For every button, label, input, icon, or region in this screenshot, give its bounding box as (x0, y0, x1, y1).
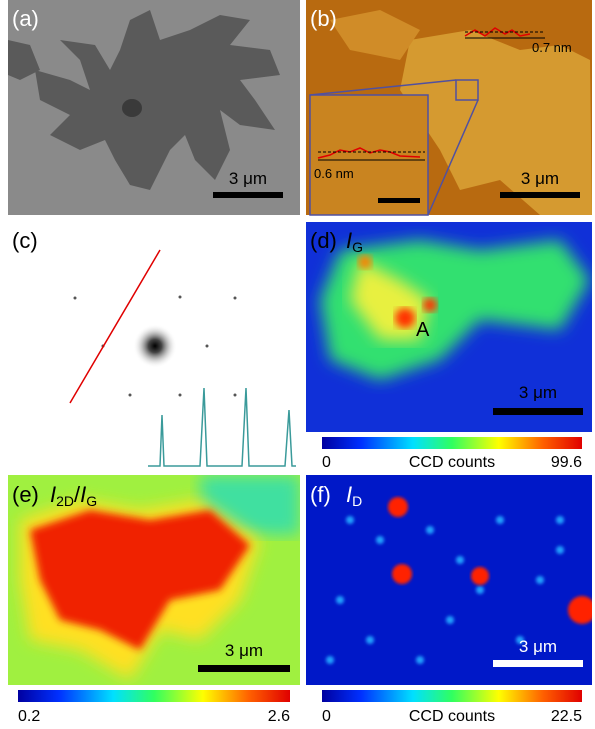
nucleation-center (122, 99, 142, 117)
colorbar-label: CCD counts (409, 708, 495, 725)
shape (426, 526, 434, 534)
panel-c: (c) (8, 222, 300, 470)
figure: (a) 3 μm 0.7 nm 0.6 nm (b) 3 μm (c) (d) … (0, 0, 595, 729)
colorbar (322, 437, 582, 449)
colorbar-max: 22.5 (551, 708, 582, 725)
shape (206, 345, 209, 348)
shape (556, 516, 564, 524)
profile-height: 0.7 nm (532, 40, 572, 55)
panel-b: 0.7 nm 0.6 nm (b) 3 μm (306, 0, 592, 215)
shape (376, 536, 384, 544)
map-hotspot (358, 255, 372, 269)
map-hotspot (395, 308, 415, 328)
panel-label: (f) (310, 482, 331, 507)
annotation: A (416, 319, 430, 341)
inset-scale-bar (378, 198, 420, 203)
shape (234, 297, 237, 300)
shape (129, 394, 132, 397)
subscript: G (86, 493, 97, 509)
subscript: D (352, 493, 362, 509)
map-hotspot (471, 567, 489, 585)
panel-e: (e) I2D/IG 3 μm 0.2 2.6 (8, 475, 300, 725)
panel-label: (c) (12, 228, 38, 253)
colorbar-max: 2.6 (268, 708, 290, 725)
shape (536, 576, 544, 584)
scale-bar-label: 3 μm (229, 169, 267, 188)
shape (179, 394, 182, 397)
panel-label: (a) (12, 6, 39, 31)
shape (366, 636, 374, 644)
shape (74, 297, 77, 300)
map-hotspot (568, 596, 595, 624)
colorbar-max: 99.6 (551, 454, 582, 471)
map-hotspot (388, 497, 408, 517)
panel-a: (a) 3 μm (8, 0, 300, 215)
shape (346, 516, 354, 524)
scale-bar (198, 665, 290, 672)
panel-label: (d) (310, 228, 337, 253)
colorbar-min: 0 (322, 454, 331, 471)
colorbar-label: CCD counts (409, 454, 495, 471)
colorbar (322, 690, 582, 702)
panel-label: (b) (310, 6, 337, 31)
scale-bar-label: 3 μm (225, 641, 263, 660)
profile-height: 0.6 nm (314, 166, 354, 181)
shape (446, 616, 454, 624)
shape (179, 296, 182, 299)
colorbar (18, 690, 290, 702)
scale-bar-label: 3 μm (521, 169, 559, 188)
colorbar-min: 0.2 (18, 708, 40, 725)
subscript: G (352, 239, 363, 255)
scale-bar (493, 408, 583, 415)
map-hotspot (392, 564, 412, 584)
map-hotspot (423, 298, 437, 312)
shape (416, 656, 424, 664)
shape (476, 586, 484, 594)
panel-label: (e) (12, 482, 39, 507)
scale-bar (500, 192, 580, 198)
scale-bar-label: 3 μm (519, 383, 557, 402)
shape (336, 596, 344, 604)
scale-bar (493, 660, 583, 667)
shape (456, 556, 464, 564)
subscript: 2D (56, 493, 74, 509)
panel-d: (d) IG A 3 μm 0 CCD counts 99.6 (306, 222, 592, 471)
shape (556, 546, 564, 554)
central-spot (133, 324, 177, 368)
shape (496, 516, 504, 524)
shape (326, 656, 334, 664)
scale-bar (213, 192, 283, 198)
colorbar-min: 0 (322, 708, 331, 725)
panel-f: (f) ID 3 μm 0 CCD counts 22.5 (306, 475, 595, 725)
scale-bar-label: 3 μm (519, 637, 557, 656)
shape (234, 394, 237, 397)
